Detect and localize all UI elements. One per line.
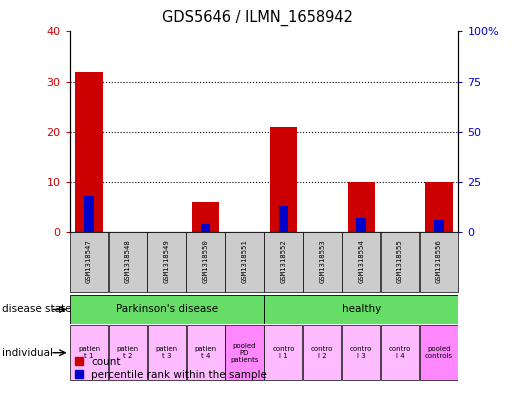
Bar xyxy=(342,325,380,380)
Bar xyxy=(356,218,366,232)
Text: disease state: disease state xyxy=(2,305,71,314)
Bar xyxy=(348,182,375,232)
Text: healthy: healthy xyxy=(341,305,381,314)
Text: contro
l 3: contro l 3 xyxy=(350,346,372,359)
Text: GSM1318550: GSM1318550 xyxy=(202,239,209,283)
Text: patien
t 4: patien t 4 xyxy=(195,346,217,359)
Text: GSM1318552: GSM1318552 xyxy=(280,239,286,283)
Bar xyxy=(434,220,443,232)
Text: pooled
controls: pooled controls xyxy=(425,346,453,359)
Bar xyxy=(420,233,458,292)
Bar xyxy=(264,296,458,324)
Text: GSM1318555: GSM1318555 xyxy=(397,239,403,283)
Bar xyxy=(264,233,303,292)
Text: GSM1318556: GSM1318556 xyxy=(436,239,442,283)
Bar xyxy=(270,127,297,232)
Bar xyxy=(225,233,264,292)
Text: GDS5646 / ILMN_1658942: GDS5646 / ILMN_1658942 xyxy=(162,10,353,26)
Text: Parkinson's disease: Parkinson's disease xyxy=(116,305,218,314)
Text: individual: individual xyxy=(2,348,53,358)
Bar xyxy=(70,233,108,292)
Bar xyxy=(186,233,225,292)
Bar xyxy=(109,325,147,380)
Text: contro
l 4: contro l 4 xyxy=(389,346,411,359)
Text: pooled
PD
patients: pooled PD patients xyxy=(230,343,259,363)
Text: GSM1318549: GSM1318549 xyxy=(164,239,170,283)
Text: GSM1318547: GSM1318547 xyxy=(86,239,92,283)
Bar xyxy=(84,196,94,232)
Bar xyxy=(75,72,102,232)
Bar xyxy=(70,296,264,324)
Bar xyxy=(109,233,147,292)
Text: patien
t 2: patien t 2 xyxy=(117,346,139,359)
Bar xyxy=(70,325,108,380)
Bar xyxy=(425,182,453,232)
Bar xyxy=(342,233,381,292)
Bar xyxy=(279,206,288,232)
Bar xyxy=(192,202,219,232)
Legend: count, percentile rank within the sample: count, percentile rank within the sample xyxy=(75,357,267,380)
Bar xyxy=(147,233,186,292)
Text: GSM1318553: GSM1318553 xyxy=(319,239,325,283)
Bar xyxy=(303,325,341,380)
Bar xyxy=(226,325,264,380)
Text: GSM1318551: GSM1318551 xyxy=(242,239,248,283)
Bar xyxy=(264,325,302,380)
Bar xyxy=(148,325,186,380)
Text: patien
t 1: patien t 1 xyxy=(78,346,100,359)
Text: patien
t 3: patien t 3 xyxy=(156,346,178,359)
Bar xyxy=(201,224,210,232)
Bar xyxy=(381,325,419,380)
Bar xyxy=(420,325,458,380)
Bar xyxy=(381,233,419,292)
Bar xyxy=(186,325,225,380)
Text: GSM1318548: GSM1318548 xyxy=(125,239,131,283)
Text: GSM1318554: GSM1318554 xyxy=(358,239,364,283)
Bar xyxy=(303,233,341,292)
Text: contro
l 1: contro l 1 xyxy=(272,346,295,359)
Text: contro
l 2: contro l 2 xyxy=(311,346,333,359)
